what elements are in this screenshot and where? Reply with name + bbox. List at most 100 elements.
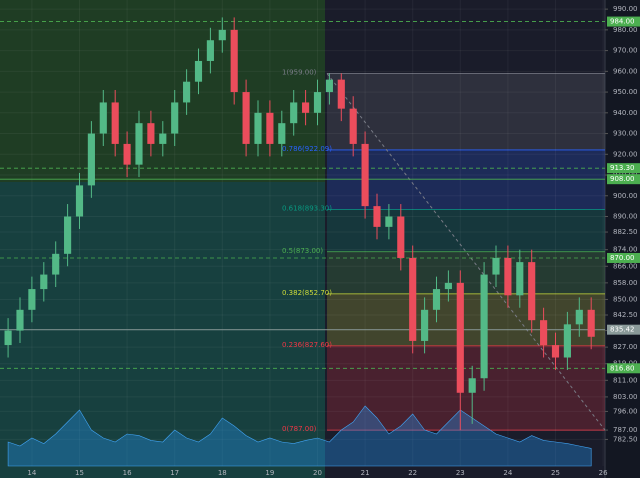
candle-body — [551, 345, 560, 358]
y-tick-label: 900.00 — [613, 192, 638, 200]
candle-body — [52, 253, 60, 275]
x-tick-label: 19 — [265, 469, 274, 477]
candle-body — [254, 112, 262, 144]
x-tick-label: 24 — [503, 469, 512, 477]
x-tick-label: 16 — [123, 469, 132, 477]
candle-body — [218, 29, 226, 41]
candle-body — [183, 81, 191, 103]
candle-body — [432, 289, 441, 310]
price-axis — [605, 0, 640, 478]
price-label: 984.00 — [610, 18, 635, 26]
candle-body — [528, 262, 536, 321]
candle-body — [28, 289, 36, 310]
x-tick-label: 21 — [361, 469, 370, 477]
candle-body — [456, 282, 464, 393]
candle-body — [409, 257, 417, 341]
price-badge — [607, 252, 640, 263]
fib-zone — [327, 251, 605, 294]
x-tick-label: 14 — [27, 469, 36, 477]
candle-body — [313, 92, 322, 113]
candle-body — [349, 108, 357, 144]
candle-body — [171, 102, 179, 134]
price-label: 913.30 — [610, 164, 635, 172]
price-badge — [607, 163, 640, 174]
x-tick-label: 15 — [75, 469, 84, 477]
candle-body — [194, 60, 203, 82]
candle-body — [587, 309, 595, 337]
candle-body — [504, 257, 512, 296]
candle-body — [397, 216, 405, 258]
candle-body — [266, 112, 274, 144]
y-tick-label: 960.00 — [613, 67, 638, 75]
candle-body — [575, 309, 583, 325]
candle-body — [468, 378, 476, 393]
price-badge — [607, 174, 640, 185]
candle-body — [147, 123, 155, 144]
fib-zone — [327, 345, 605, 431]
price-badge — [607, 324, 640, 335]
candle-body — [385, 216, 393, 227]
candle-body — [492, 257, 500, 275]
fib-label: 0(787.00) — [282, 425, 317, 433]
y-tick-label: 850.00 — [613, 295, 638, 303]
candle-body — [135, 123, 143, 165]
fib-zone — [327, 293, 605, 346]
y-tick-label: 980.00 — [613, 26, 638, 34]
candle-body — [480, 274, 488, 379]
fib-label: 0.382(852.70) — [282, 289, 332, 297]
candle-body — [75, 185, 84, 217]
candle-body — [206, 40, 214, 61]
candle-body — [87, 133, 95, 186]
candle-body — [123, 143, 131, 165]
price-badge — [607, 363, 640, 374]
x-tick-label: 26 — [599, 469, 608, 477]
candle-body — [563, 324, 571, 358]
y-tick-label: 874.00 — [613, 246, 638, 254]
y-tick-label: 950.00 — [613, 88, 638, 96]
price-label: 870.00 — [610, 254, 635, 262]
candle-body — [4, 330, 12, 346]
y-tick-label: 890.00 — [613, 212, 638, 220]
candle-body — [64, 216, 72, 254]
candle-body — [325, 79, 333, 93]
fib-label: 0.786(922.09) — [282, 145, 332, 153]
y-tick-label: 803.00 — [613, 393, 638, 401]
candle-body — [99, 102, 107, 134]
candle-body — [230, 29, 238, 93]
y-tick-label: 787.00 — [613, 426, 638, 434]
candle-body — [242, 92, 250, 144]
x-tick-label: 23 — [456, 469, 465, 477]
price-badge — [607, 16, 640, 27]
y-tick-label: 796.00 — [613, 407, 638, 415]
price-label: 908.00 — [610, 175, 635, 183]
x-tick-label: 25 — [551, 469, 560, 477]
y-tick-label: 811.00 — [613, 376, 638, 384]
fib-zone — [327, 73, 605, 150]
candle-body — [540, 320, 548, 346]
y-tick-label: 882.50 — [613, 228, 638, 236]
y-tick-label: 782.50 — [613, 435, 638, 443]
candle-body — [111, 102, 119, 144]
x-tick-label: 22 — [408, 469, 417, 477]
price-label: 835.42 — [610, 326, 635, 334]
fib-label: 1(959.00) — [282, 68, 317, 76]
candle-body — [337, 79, 345, 109]
y-tick-label: 970.00 — [613, 47, 638, 55]
y-tick-label: 990.00 — [613, 5, 638, 13]
candle-body — [16, 309, 24, 331]
volume-area — [7, 405, 592, 467]
fib-zone — [327, 209, 605, 252]
candle-body — [302, 102, 310, 113]
candle-body — [373, 206, 381, 227]
price-label: 816.80 — [610, 364, 635, 372]
y-tick-label: 842.50 — [613, 311, 638, 319]
candle-body — [516, 262, 524, 296]
candle-body — [278, 123, 286, 144]
candle-body — [159, 133, 167, 144]
fib-zone — [327, 149, 605, 210]
fib-label: 0.5(873.00) — [282, 247, 323, 255]
y-tick-label: 930.00 — [613, 130, 638, 138]
candle-body — [290, 102, 298, 124]
y-tick-label: 866.00 — [613, 262, 638, 270]
